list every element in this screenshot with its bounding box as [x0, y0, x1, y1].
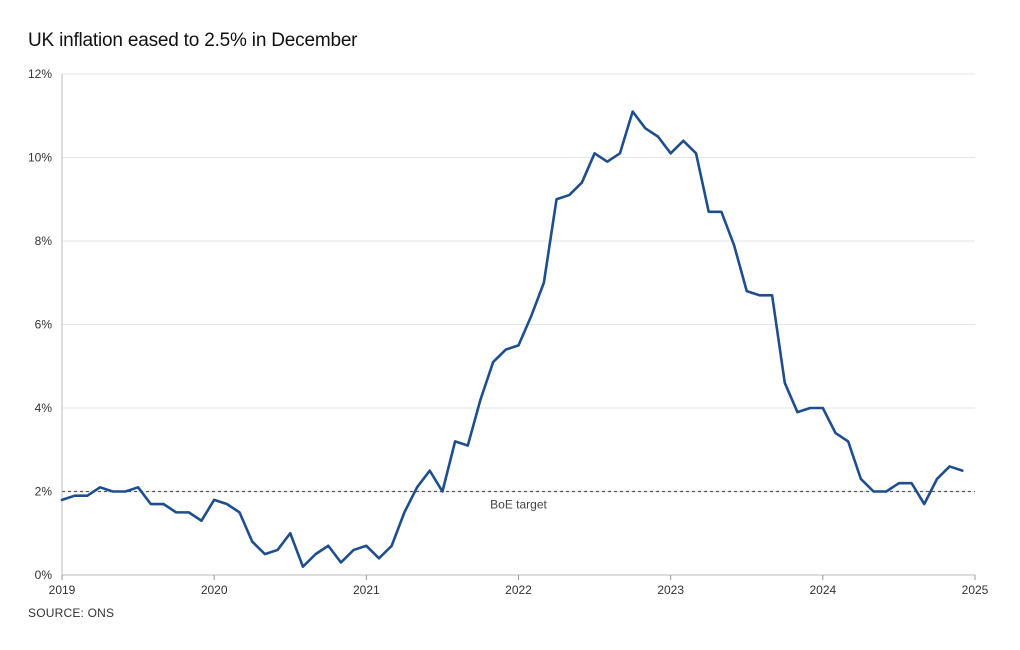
x-tick-label: 2023 — [657, 583, 684, 597]
reference-line-group: BoE target — [62, 490, 975, 512]
grid-lines — [62, 73, 975, 492]
y-tick-label: 8% — [35, 234, 53, 248]
y-tick-label: 2% — [35, 485, 53, 499]
cpi-inflation-series-line — [60, 110, 964, 568]
y-tick-label: 10% — [28, 151, 52, 165]
chart-source: SOURCE: ONS — [28, 606, 115, 620]
axes: 0% 2% 4% 6% 8% 10% 12% 2019 2020 2021 2022 2023 2024… — [28, 67, 989, 597]
boe-target-label: BoE target — [490, 498, 547, 512]
x-tick-label: 2020 — [201, 583, 228, 597]
y-tick-label: 0% — [35, 568, 53, 582]
chart-title: UK inflation eased to 2.5% in December — [28, 30, 358, 51]
x-tick-label: 2022 — [505, 583, 532, 597]
y-tick-label: 6% — [35, 318, 53, 332]
y-tick-label: 12% — [28, 67, 52, 81]
x-tick-label: 2019 — [49, 583, 76, 597]
y-tick-label: 4% — [35, 401, 53, 415]
x-tick-label: 2024 — [809, 583, 836, 597]
x-tick-label: 2025 — [962, 583, 989, 597]
series-group — [60, 110, 964, 568]
x-tick-label: 2021 — [353, 583, 380, 597]
